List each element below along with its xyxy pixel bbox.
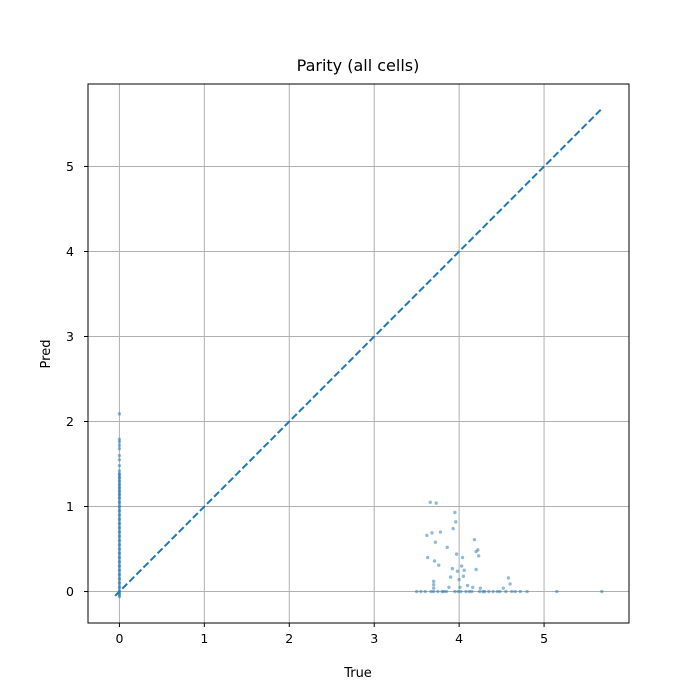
scatter-point [513,589,517,594]
scatter-point [457,577,461,582]
x-tick-label: 1 [200,631,208,646]
scatter-point [117,447,122,451]
x-axis-label: True [343,666,372,681]
y-tick-label: 0 [66,584,74,599]
scatter-point [487,589,491,594]
scatter-point [454,520,458,524]
scatter-point [508,582,512,586]
y-axis-label: Pred [39,340,54,369]
scatter-point [117,412,122,416]
scatter-point [456,589,460,594]
axis-ticks: 0 1 2 3 4 5 0 1 2 3 4 5 [66,159,548,646]
scatter-point [442,589,446,594]
x-tick-label: 5 [540,631,548,646]
chart-title: Parity (all cells) [297,56,420,75]
scatter-point [518,589,522,594]
y-tick-label: 3 [66,329,74,344]
y-tick-label: 2 [66,414,74,429]
scatter-point [431,586,436,590]
scatter-point [419,589,423,594]
scatter-point [458,585,462,589]
scatter-point [117,453,122,458]
parity-line [114,107,603,597]
scatter-point [414,589,419,594]
x-tick-label: 0 [115,631,123,646]
scatter-point [430,531,434,535]
scatter-point [470,589,474,594]
scatter-point [431,579,436,584]
scatter-point [117,437,122,442]
scatter-point [461,574,466,578]
scatter-point [453,589,457,594]
scatter-point [491,589,495,594]
plot-area-frame [87,83,630,624]
scatter-point [455,569,460,573]
scatter-point [476,548,480,552]
scatter-point [117,443,122,448]
scatter-points [117,412,604,599]
scatter-point [472,537,477,542]
scatter-point [506,576,511,580]
scatter-point [450,566,455,571]
scatter-point [445,545,449,550]
scatter-point [433,540,438,544]
scatter-point [476,554,481,558]
scatter-point [555,589,559,594]
x-tick-label: 2 [285,631,293,646]
scatter-point [459,564,464,568]
scatter-point [462,568,466,572]
scatter-point [425,533,429,538]
scatter-point [437,563,441,567]
scatter-point [117,464,122,468]
scatter-point [478,586,483,590]
scatter-point [459,589,463,594]
scatter-point [453,510,457,515]
scatter-point [444,589,449,594]
scatter-point [474,567,478,572]
scatter-point [454,552,459,556]
scatter-point [464,589,468,594]
scatter-point [482,589,487,594]
scatter-point [510,589,514,594]
x-tick-label: 4 [455,631,463,646]
scatter-point [438,530,443,534]
scatter-point [423,589,427,594]
parity-line-layer [114,107,603,597]
y-tick-label: 5 [66,159,74,174]
scatter-point [498,589,502,594]
scatter-point [434,501,438,505]
scatter-point [451,526,455,531]
scatter-point [501,586,506,590]
scatter-point [471,585,475,589]
scatter-point [431,583,436,587]
scatter-point [600,589,604,594]
scatter-point [432,559,437,563]
scatter-point [436,589,440,594]
scatter-point [117,458,122,462]
scatter-point [431,589,436,594]
scatter-point [525,589,529,594]
scatter-point [495,589,500,594]
scatter-point [467,589,472,594]
scatter-point [460,555,465,560]
scatter-point [117,469,122,473]
grid-lines [88,84,629,623]
scatter-point [447,585,451,589]
scatter-point [117,440,122,444]
scatter-point [448,575,453,579]
scatter-point [428,500,432,504]
y-tick-label: 1 [66,499,74,514]
scatter-point [504,589,508,594]
x-tick-label: 3 [370,631,378,646]
scatter-point [465,583,470,588]
scatter-point [477,589,482,594]
scatter-point [429,589,433,594]
scatter-point [426,555,430,560]
y-tick-label: 4 [66,244,74,259]
